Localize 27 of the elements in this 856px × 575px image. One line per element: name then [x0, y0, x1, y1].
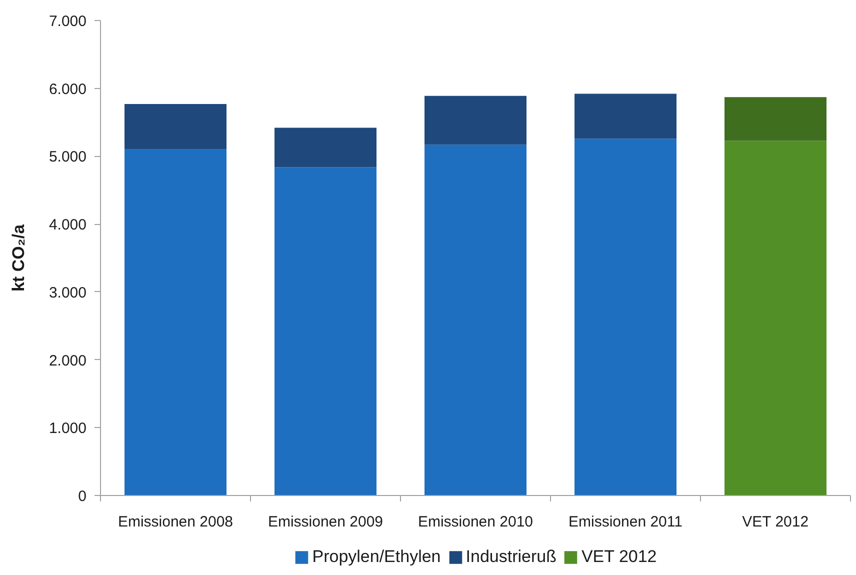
bar: [424, 96, 526, 145]
bar: [274, 167, 376, 496]
bar: [724, 97, 826, 141]
legend-label: Propylen/Ethylen: [312, 547, 441, 567]
x-tick-label: Emissionen 2010: [418, 514, 534, 530]
legend-label: Industrieruß: [466, 547, 556, 567]
y-tick-label: 1.000: [48, 420, 87, 438]
y-tick-label: 3.000: [48, 284, 87, 302]
y-tick-label: 7.000: [48, 13, 87, 30]
bar: [574, 94, 676, 139]
y-tick-label: 0: [78, 488, 86, 505]
bar: [124, 104, 226, 150]
bar: [424, 144, 526, 496]
x-tick-label: Emissionen 2009: [268, 514, 384, 530]
bar: [574, 138, 676, 496]
y-tick-label: 4.000: [48, 216, 87, 234]
y-tick-label: 6.000: [48, 80, 87, 98]
x-tick-label: VET 2012: [742, 514, 809, 530]
bar: [124, 149, 226, 496]
bar: [724, 140, 826, 496]
y-tick-label: 5.000: [48, 148, 87, 166]
x-tick-label: Emissionen 2011: [568, 514, 682, 530]
bar: [274, 128, 376, 168]
y-axis-title: kt CO₂/a: [8, 224, 28, 292]
legend-label: VET 2012: [581, 547, 657, 567]
x-tick-label: Emissionen 2008: [118, 514, 234, 530]
y-tick-label: 2.000: [48, 352, 87, 370]
